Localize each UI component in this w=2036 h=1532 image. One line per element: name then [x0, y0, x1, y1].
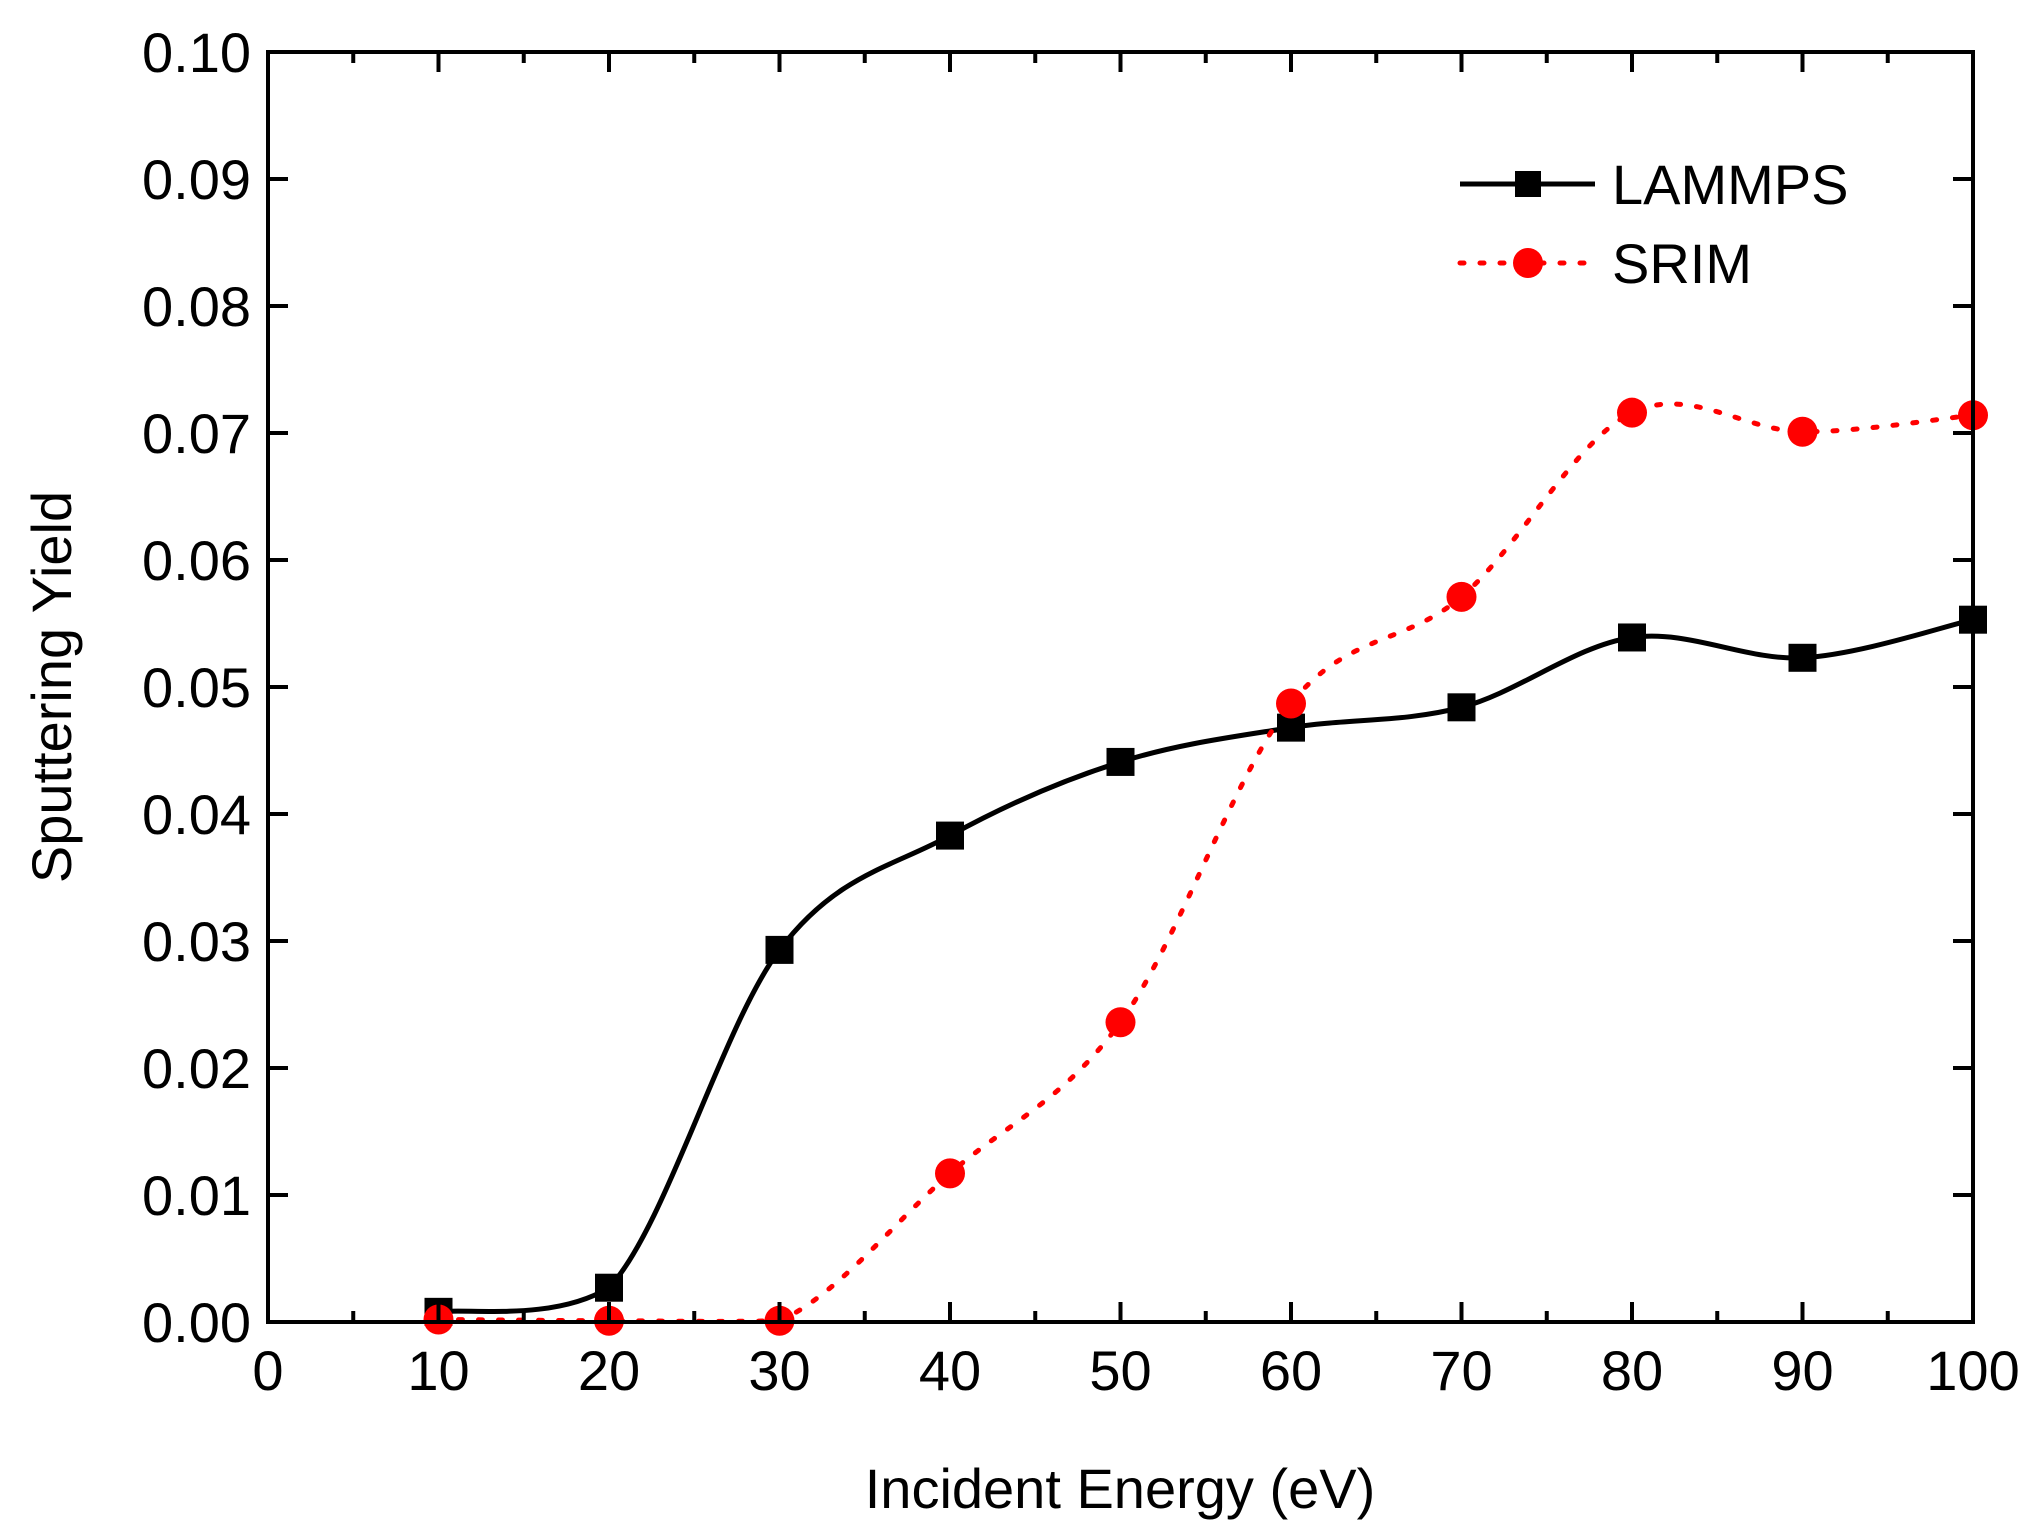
legend-srim-label: SRIM [1612, 232, 1752, 295]
x-tick-label: 0 [252, 1339, 283, 1402]
fit-curves [436, 401, 1976, 1324]
srim-point [1105, 1007, 1136, 1038]
x-tick-label: 40 [919, 1339, 981, 1402]
lammps-point [936, 821, 964, 850]
x-tick-label: 60 [1260, 1339, 1322, 1402]
y-tick-label: 0.08 [142, 275, 251, 338]
lammps-curve [438, 617, 1974, 1315]
data-markers [423, 397, 1988, 1336]
x-axis-title: Incident Energy (eV) [865, 1457, 1375, 1520]
srim-point [1276, 688, 1306, 719]
x-tick-label: 90 [1771, 1339, 1833, 1402]
srim-point [935, 1158, 965, 1189]
srim-point [1787, 416, 1818, 447]
x-tick-label: 50 [1089, 1339, 1151, 1402]
y-tick-label: 0.02 [142, 1037, 251, 1100]
x-tick-label: 30 [748, 1339, 810, 1402]
x-tick-label: 100 [1926, 1339, 2019, 1402]
y-tick-label: 0.06 [142, 529, 251, 592]
y-tick-label: 0.04 [142, 783, 251, 846]
x-tick-label: 20 [578, 1339, 640, 1402]
x-tick-label: 80 [1601, 1339, 1663, 1402]
legend-lammps-square-icon [1515, 171, 1541, 197]
y-tick-label: 0.03 [142, 910, 251, 973]
y-tick-label: 0.05 [142, 656, 251, 719]
legend-srim-circle-icon [1513, 248, 1543, 278]
srim-point [1617, 397, 1647, 428]
y-tick-label: 0.00 [142, 1291, 251, 1354]
lammps-point [1788, 643, 1817, 672]
y-tick-label: 0.07 [142, 402, 251, 465]
y-tick-label: 0.10 [142, 21, 251, 84]
tick-labels: 0 10 20 30 40 50 60 70 80 90 100 0.00 0.01 0.02 0.03 0.… [142, 21, 2020, 1402]
lammps-point [595, 1273, 623, 1302]
x-tick-label: 10 [407, 1339, 469, 1402]
x-tick-label: 70 [1430, 1339, 1492, 1402]
y-tick-label: 0.09 [142, 148, 251, 211]
y-tick-label: 0.01 [142, 1164, 251, 1227]
lammps-point [1106, 747, 1135, 776]
srim-point [1446, 581, 1477, 612]
legend-lammps-label: LAMMPS [1612, 153, 1849, 216]
lammps-point [1447, 693, 1476, 722]
lammps-point [1618, 623, 1646, 652]
axis-ticks [266, 50, 1975, 1324]
y-axis-title: Sputtering Yield [20, 491, 83, 883]
legend: LAMMPS SRIM [1457, 153, 1849, 295]
lammps-point [765, 935, 794, 964]
